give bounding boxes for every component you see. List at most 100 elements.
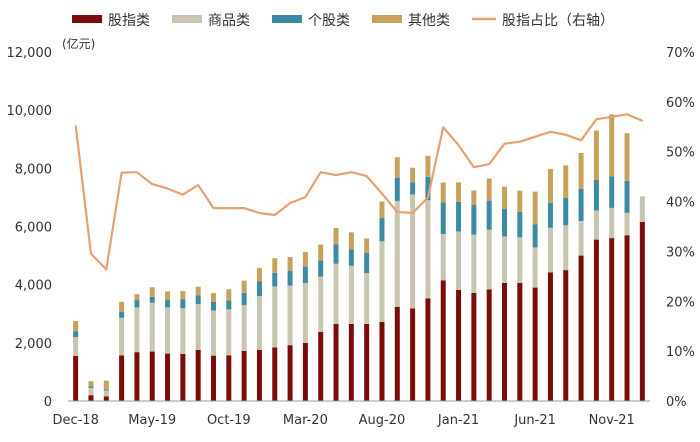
bar-segment-series-4 xyxy=(593,130,599,180)
bar-segment-series-3 xyxy=(425,176,431,201)
bar-segment-series-4 xyxy=(502,186,507,209)
bar-segment-series-3 xyxy=(73,331,79,338)
left-axis-tick-label: 8,000 xyxy=(15,162,52,177)
bar-segment-series-2 xyxy=(195,304,201,350)
bar-segment-series-2 xyxy=(134,307,140,353)
bar-segment-series-1 xyxy=(440,280,446,401)
bar-segment-series-1 xyxy=(471,292,477,401)
bar-segment-series-1 xyxy=(364,323,370,401)
ratio-line-point xyxy=(182,193,184,196)
bar-segment-series-1 xyxy=(425,298,431,401)
bar-segment-series-4 xyxy=(333,227,339,245)
bar-segment-series-4 xyxy=(134,294,140,301)
bar-segment-series-2 xyxy=(302,282,308,343)
ratio-line-point xyxy=(197,184,199,186)
bar-segment-series-2 xyxy=(379,241,385,322)
bar-segment-series-3 xyxy=(241,292,247,306)
x-axis-tick-label: May-19 xyxy=(128,413,176,428)
bar-segment-series-1 xyxy=(165,353,171,401)
bar-segment-series-4 xyxy=(119,301,125,313)
left-axis-tick-label: 6,000 xyxy=(15,221,52,236)
ratio-line-point xyxy=(610,116,613,118)
left-axis-tick-label: 10,000 xyxy=(7,104,53,119)
x-axis-tick-label: Jan-21 xyxy=(437,413,479,428)
right-axis: 0% 10% 20% 30% 40% 50% 60% 70% xyxy=(666,46,695,410)
bar-segment-series-1 xyxy=(256,349,262,401)
bar-segment-series-3 xyxy=(134,300,140,308)
bar-segment-series-3 xyxy=(333,244,339,264)
legend-label: 其他类 xyxy=(408,13,450,29)
bar-segment-series-1 xyxy=(639,221,645,401)
bar-segment-series-1 xyxy=(609,238,615,401)
right-axis-tick-label: 70% xyxy=(666,46,695,61)
bar-segment-series-4 xyxy=(425,155,431,177)
ratio-line-point xyxy=(166,187,169,190)
bar-segment-series-4 xyxy=(348,232,354,250)
bar-segment-series-1 xyxy=(88,395,94,401)
y-axis-unit-label: (亿元) xyxy=(62,36,95,51)
ratio-line-point xyxy=(212,207,215,209)
bar-segment-series-3 xyxy=(287,270,293,286)
bar-segment-series-1 xyxy=(379,321,385,401)
ratio-line-point xyxy=(136,171,138,173)
bar-segment-series-1 xyxy=(103,396,109,401)
bar-segment-series-4 xyxy=(195,286,201,296)
bar-segment-series-1 xyxy=(624,235,630,401)
legend-swatch-3 xyxy=(272,15,302,23)
legend-label: 个股类 xyxy=(308,13,350,29)
ratio-line-point xyxy=(396,211,399,213)
bar-segment-series-2 xyxy=(624,212,630,236)
bar-segment-series-2 xyxy=(88,387,94,396)
bar-segment-series-3 xyxy=(88,386,94,388)
bar-segment-series-3 xyxy=(532,224,538,248)
bar-segment-series-2 xyxy=(241,305,247,351)
left-axis-tick-label: 4,000 xyxy=(15,279,52,294)
bar-segment-series-2 xyxy=(563,225,569,271)
bar-segment-series-4 xyxy=(88,381,94,387)
bar-segment-series-3 xyxy=(410,182,416,195)
ratio-line-point xyxy=(258,212,261,214)
bar-segment-series-4 xyxy=(364,238,370,253)
bar-segment-series-3 xyxy=(517,211,523,238)
bar-segment-series-4 xyxy=(563,165,569,198)
bar-segment-series-2 xyxy=(256,296,262,350)
bar-segment-series-2 xyxy=(226,309,232,356)
ratio-line-point xyxy=(427,196,429,199)
ratio-line-point xyxy=(120,171,123,174)
ratio-line-point xyxy=(534,135,536,138)
bar-segment-series-3 xyxy=(272,272,278,287)
bar-segment-series-1 xyxy=(241,350,247,401)
bar-segment-series-2 xyxy=(547,227,553,273)
ratio-line-point xyxy=(228,207,230,209)
legend-swatch-4 xyxy=(372,15,402,23)
bar-segment-series-4 xyxy=(394,157,400,178)
bar-segment-series-2 xyxy=(103,390,109,397)
ratio-line-point xyxy=(641,120,644,122)
bar-segment-series-2 xyxy=(410,194,416,309)
ratio-line-point xyxy=(243,207,245,209)
bar-segment-series-1 xyxy=(578,255,584,401)
right-axis-tick-label: 40% xyxy=(666,196,695,211)
bar-segment-series-4 xyxy=(318,244,324,261)
bar-segment-series-3 xyxy=(440,202,446,235)
bar-segment-series-2 xyxy=(394,200,400,307)
bar-segment-series-3 xyxy=(226,300,232,310)
bar-segment-series-4 xyxy=(456,182,462,202)
bar-segment-series-3 xyxy=(103,389,109,391)
right-axis-tick-label: 30% xyxy=(666,245,695,260)
bar-segment-series-2 xyxy=(517,237,523,283)
bar-segment-series-1 xyxy=(547,272,553,401)
bar-segment-series-4 xyxy=(165,291,171,301)
bars xyxy=(73,114,645,401)
bar-segment-series-2 xyxy=(578,220,584,256)
ratio-line-point xyxy=(381,192,383,195)
bar-segment-series-1 xyxy=(517,282,523,401)
legend-label: 股指类 xyxy=(108,13,150,29)
bar-segment-series-1 xyxy=(134,352,140,401)
x-axis-tick-label: Nov-21 xyxy=(589,413,635,428)
ratio-line-point xyxy=(411,212,414,214)
bar-segment-series-2 xyxy=(440,234,446,281)
x-axis-tick-label: Mar-20 xyxy=(283,413,328,428)
bar-segment-series-2 xyxy=(364,273,370,324)
bar-segment-series-2 xyxy=(272,286,278,348)
